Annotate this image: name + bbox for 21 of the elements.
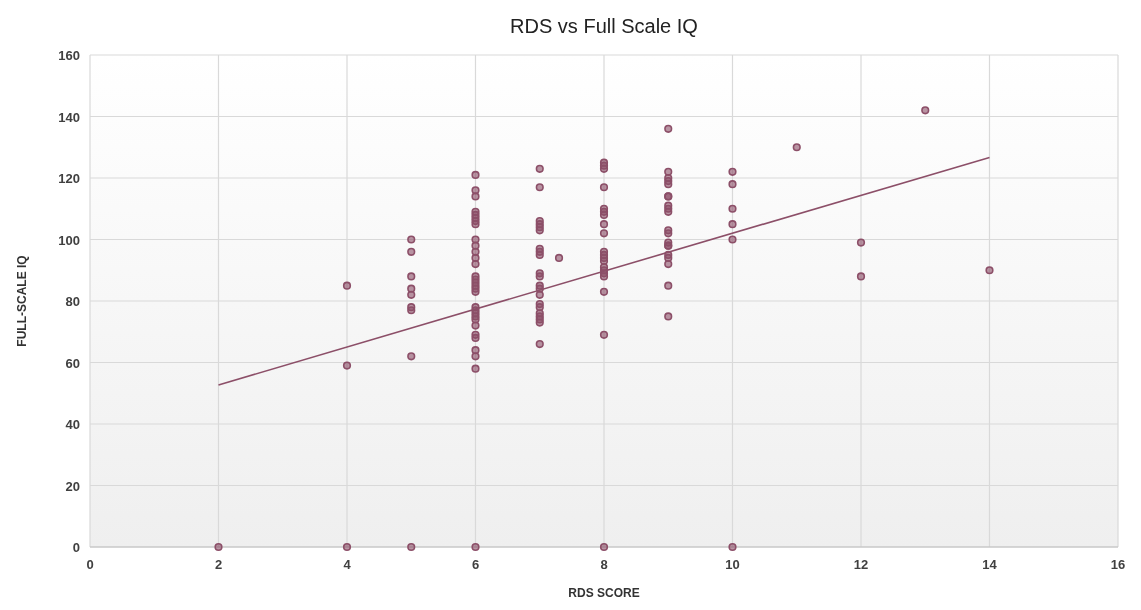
- x-tick-label: 6: [471, 557, 480, 572]
- y-tick-label: 80: [65, 294, 80, 309]
- x-tick-label: 14: [982, 557, 998, 572]
- x-tick-label: 2: [214, 557, 223, 572]
- x-tick-label: 10: [725, 557, 740, 572]
- y-axis-title: FULL-SCALE IQ: [15, 255, 29, 347]
- y-tick-label: 60: [65, 355, 80, 371]
- y-tick-label: 160: [58, 48, 80, 63]
- y-tick-label: 20: [65, 478, 80, 494]
- y-tick-label: 40: [65, 417, 80, 432]
- x-tick-label: 16: [1110, 557, 1126, 572]
- y-tick-label: 120: [58, 171, 80, 186]
- x-tick-label: 0: [86, 557, 94, 572]
- x-tick-label: 8: [600, 557, 608, 572]
- x-tick-label: 4: [343, 557, 352, 572]
- chart-title: RDS vs Full Scale IQ: [510, 15, 698, 37]
- y-tick-label: 100: [58, 232, 80, 248]
- x-tick-label: 12: [853, 557, 869, 572]
- x-axis-title: RDS SCORE: [568, 586, 640, 600]
- y-tick-label: 0: [72, 540, 80, 555]
- y-tick-label: 140: [58, 109, 80, 125]
